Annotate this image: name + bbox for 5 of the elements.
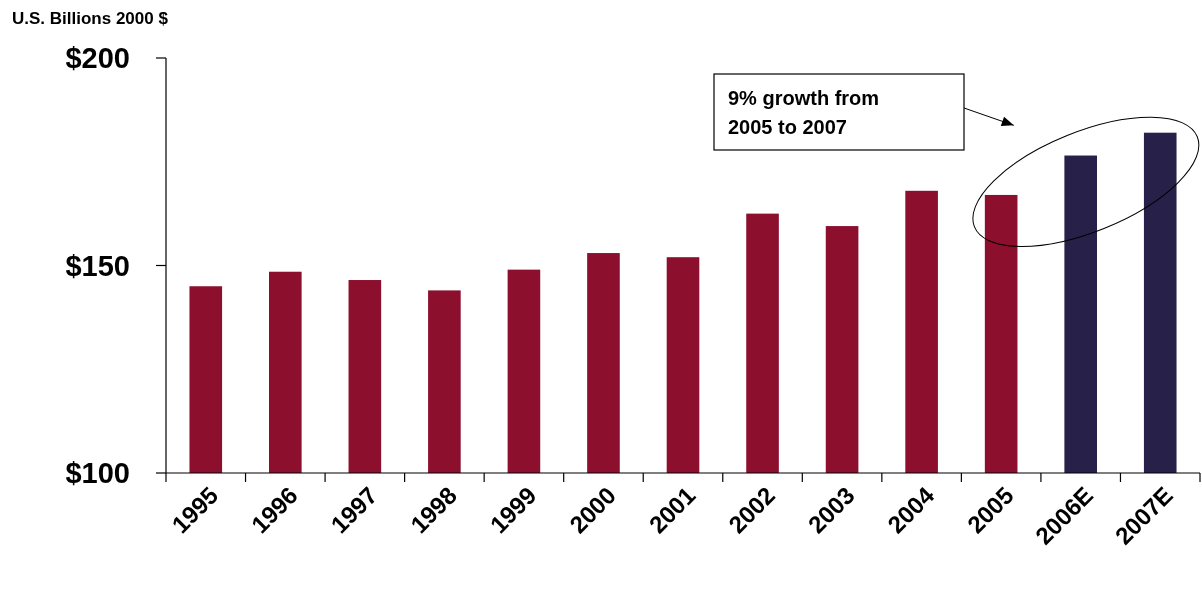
- annotation: 9% growth from 2005 to 2007: [728, 87, 880, 138]
- y-tick-label: $100: [65, 457, 130, 490]
- y-tick-label: $150: [65, 249, 130, 282]
- y-axis-title: U.S. Billions 2000 $: [12, 9, 169, 28]
- y-tick-label: $200: [65, 42, 130, 75]
